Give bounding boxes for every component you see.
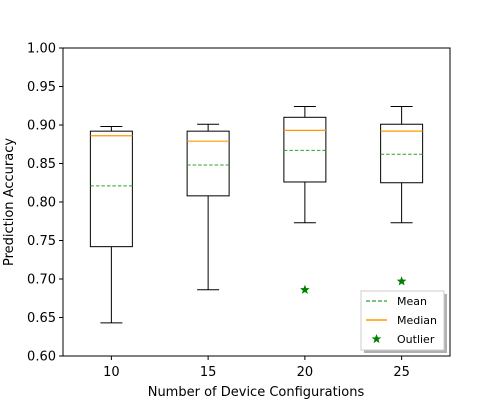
y-tick-label: 0.90 (27, 119, 56, 134)
plot-area: 0.60 0.65 0.70 0.75 0.80 0.85 0.90 0.95 1.00 10 15… (27, 42, 451, 380)
y-tick-label: 0.95 (27, 80, 56, 95)
legend-label-median: Median (397, 314, 437, 327)
y-axis-label: Prediction Accuracy (2, 138, 17, 266)
x-tick-label: 15 (200, 365, 217, 380)
legend-label-mean: Mean (397, 295, 427, 308)
y-tick-label: 1.00 (27, 42, 56, 57)
box-25 (380, 123, 424, 184)
box-10 (89, 130, 133, 248)
axes-frame (62, 47, 451, 357)
box-15 (186, 130, 230, 197)
y-tick-label: 0.75 (27, 234, 56, 249)
y-tick-label: 0.80 (27, 196, 56, 211)
x-axis-label: Number of Device Configurations (148, 385, 365, 400)
legend: Mean Median Outlier (360, 290, 447, 353)
legend-label-outlier: Outlier (397, 333, 435, 346)
legend-outlier-swatch (371, 333, 382, 344)
x-tick-label: 20 (297, 365, 314, 380)
outlier-marker-25 (396, 276, 407, 286)
y-tick-label: 0.85 (27, 157, 56, 172)
y-tick-label: 0.65 (27, 311, 56, 326)
x-tick-label: 10 (103, 365, 120, 380)
x-tick-label: 25 (393, 365, 410, 380)
y-tick-label: 0.70 (27, 273, 56, 288)
y-tick-label: 0.60 (27, 350, 56, 365)
box-20 (283, 116, 327, 183)
outlier-marker-20 (300, 284, 310, 294)
